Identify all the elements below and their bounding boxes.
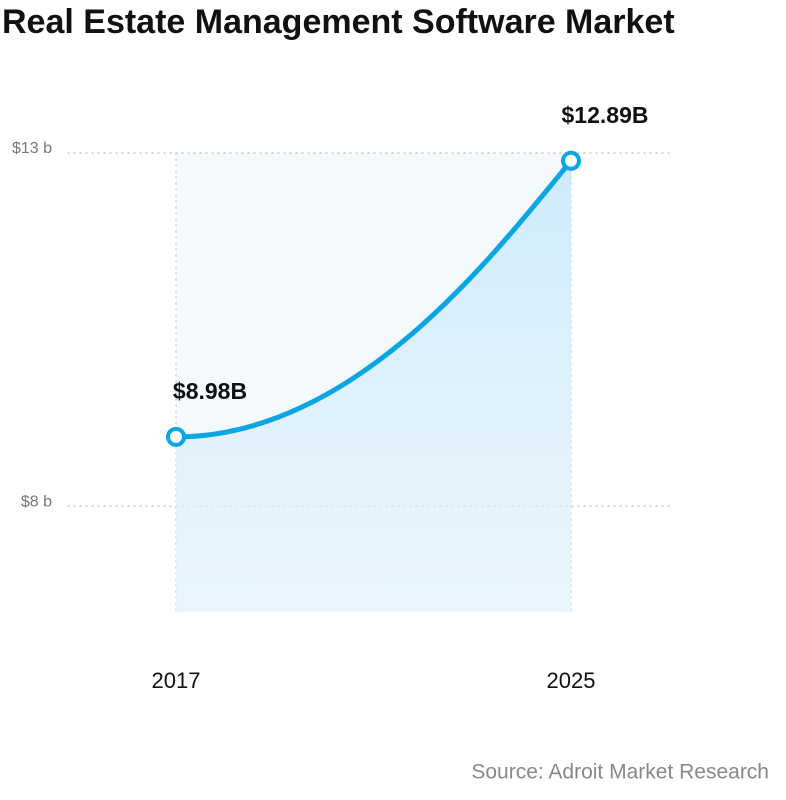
point	[561, 150, 581, 171]
data-label: $12.89B	[562, 102, 649, 128]
data-label: $8.98B	[173, 378, 247, 404]
x-tick-label: 2025	[547, 668, 596, 693]
y-tick-label: $8 b	[21, 493, 52, 510]
source: Source: Adroit Market Research	[471, 761, 769, 784]
chart-title: Real Estate Management Software Market	[2, 3, 675, 41]
line	[173, 158, 574, 440]
y-tick-label: $13 b	[12, 140, 52, 157]
x-tick-label: 2017	[152, 668, 201, 693]
area	[176, 160, 571, 612]
point	[166, 426, 186, 447]
